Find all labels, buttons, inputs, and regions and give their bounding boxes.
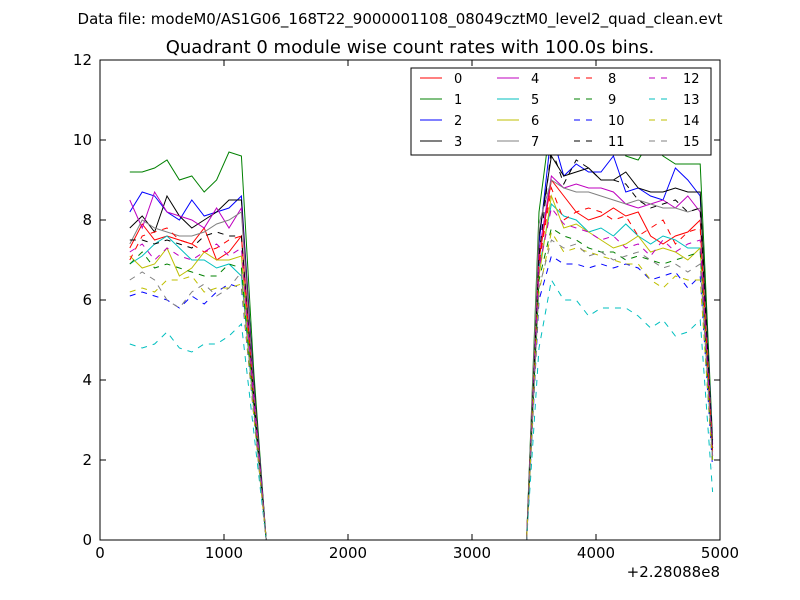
legend-label-4: 4 [531,72,539,87]
y-tick-label: 12 [73,51,92,69]
y-tick-label: 0 [82,531,92,549]
legend-label-9: 9 [608,93,616,108]
series-line-12 [129,206,714,541]
y-tick-label: 8 [82,211,92,229]
x-tick-label: 0 [95,544,105,562]
series-line-8 [129,186,714,541]
y-tick-label: 10 [73,131,92,149]
legend-label-14: 14 [683,114,700,129]
chart-title: Quadrant 0 module wise count rates with … [166,37,655,58]
legend-label-13: 13 [683,93,700,108]
x-tick-label: 4000 [577,544,615,562]
legend-label-5: 5 [531,93,539,108]
series-line-7 [129,179,714,541]
legend-label-2: 2 [454,114,462,129]
legend-label-3: 3 [454,135,462,150]
x-tick-label: 1000 [205,544,243,562]
legend-label-1: 1 [454,93,462,108]
legend-label-10: 10 [608,114,625,129]
x-tick-label: 5000 [701,544,739,562]
x-tick-label: 2000 [329,544,367,562]
x-axis-offset-label: +2.28088e8 [627,563,720,581]
series-line-14 [129,230,714,541]
legend-label-6: 6 [531,114,539,129]
plot-series-group [129,106,714,541]
figure-suptitle: Data file: modeM0/AS1G06_168T22_90000011… [78,10,723,29]
series-line-2 [129,131,714,541]
series-line-0 [129,178,714,541]
y-tick-label: 4 [82,371,92,389]
legend-label-12: 12 [683,72,700,87]
series-line-9 [129,227,714,541]
legend-label-11: 11 [608,135,625,150]
series-line-3 [129,154,714,541]
legend-label-15: 15 [683,135,700,150]
x-tick-label: 3000 [453,544,491,562]
series-line-13 [129,278,714,541]
legend-label-8: 8 [608,72,616,87]
legend-label-7: 7 [531,135,539,150]
y-tick-label: 2 [82,451,92,469]
legend-label-0: 0 [454,72,462,87]
series-line-10 [129,255,714,541]
series-line-11 [129,147,714,541]
series-line-15 [129,239,714,541]
series-line-4 [129,174,714,541]
y-tick-label: 6 [82,291,92,309]
series-line-5 [129,202,714,541]
